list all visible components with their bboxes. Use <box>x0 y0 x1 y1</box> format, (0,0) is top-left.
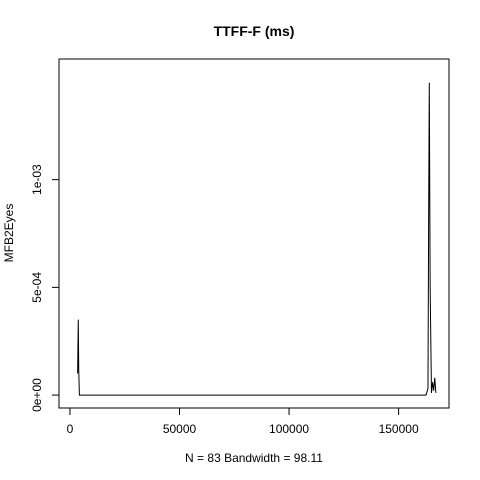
x-axis: 0 50000 100000 150000 <box>67 407 419 436</box>
x-tick-label: 50000 <box>163 422 197 436</box>
x-tick-label: 0 <box>67 422 74 436</box>
x-axis-label: N = 83 Bandwidth = 98.11 <box>185 451 323 465</box>
x-tick-label: 150000 <box>379 422 419 436</box>
chart-title: TTFF-F (ms) <box>214 23 295 39</box>
x-tick-label: 100000 <box>269 422 309 436</box>
density-line <box>77 82 437 396</box>
y-tick-label: 0e+00 <box>30 378 44 412</box>
y-axis-label: MFB2Eyes <box>2 204 16 263</box>
y-tick-label: 1e-03 <box>30 164 44 195</box>
plot-frame <box>58 58 450 409</box>
y-tick-label: 5e-04 <box>30 272 44 303</box>
y-axis: 0e+00 5e-04 1e-03 <box>30 164 60 412</box>
